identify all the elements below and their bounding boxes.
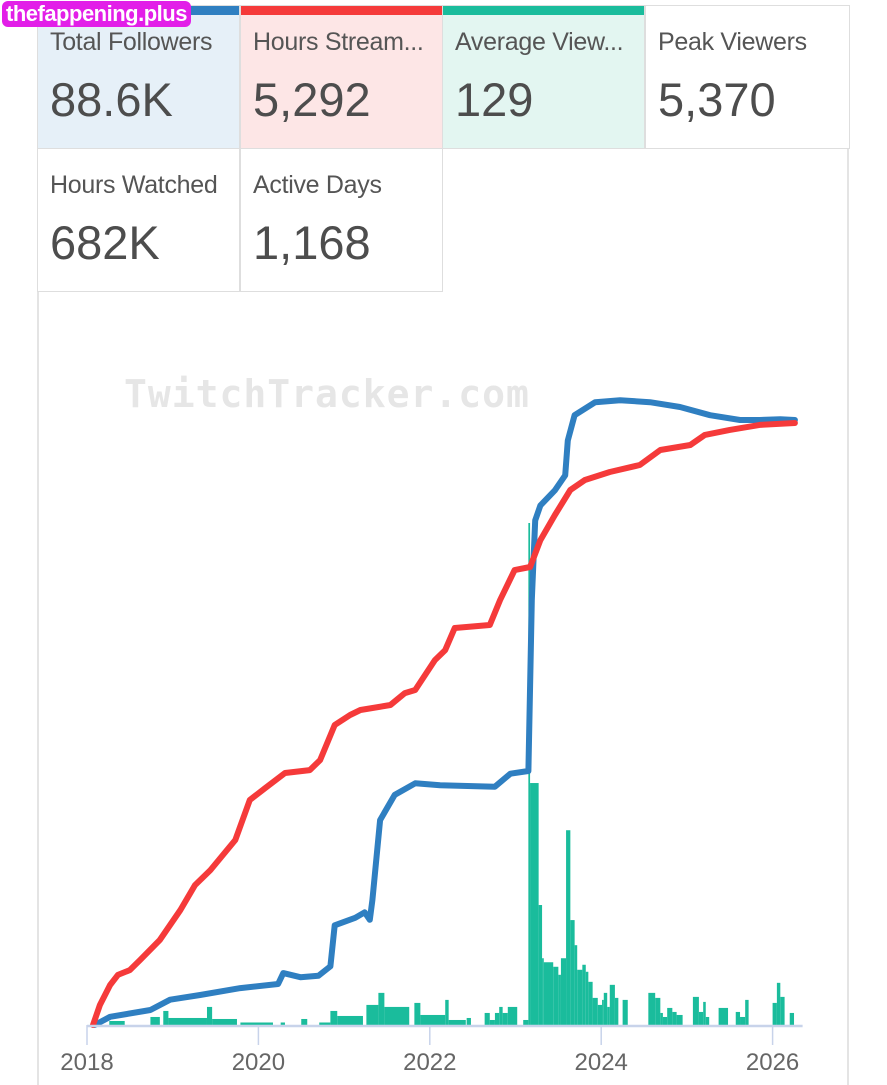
viewer-bar	[592, 997, 598, 1025]
viewer-bar	[502, 1012, 508, 1025]
viewer-bar	[553, 966, 559, 1025]
viewer-bar	[603, 992, 608, 1025]
viewer-bar	[614, 997, 619, 1025]
viewer-bar	[420, 1014, 446, 1025]
viewer-bar	[337, 1015, 363, 1025]
viewer-bar	[582, 964, 586, 1025]
viewer-bar	[566, 830, 571, 1025]
stat-label: Average View...	[455, 28, 624, 56]
viewer-bar	[538, 905, 543, 1025]
x-tick-label: 2020	[232, 1049, 285, 1076]
viewer-bar	[574, 945, 578, 1025]
stat-value: 5,292	[253, 73, 371, 126]
viewer-bar	[585, 971, 589, 1025]
viewer-bar	[672, 1011, 677, 1025]
stat-card-hours-watched[interactable]: Hours Watched 682K	[37, 148, 240, 292]
stat-card-hours-stream[interactable]: Hours Stream... 5,292	[240, 5, 443, 149]
card-accent-bar	[241, 6, 442, 15]
viewer-bar	[499, 1006, 503, 1025]
x-tick-label: 2026	[746, 1049, 799, 1076]
hours-line	[90, 420, 798, 1028]
viewer-bar	[330, 1010, 338, 1025]
viewer-bar	[530, 783, 539, 1025]
viewer-bar	[772, 1002, 777, 1025]
viewer-bar	[542, 958, 544, 1025]
viewer-bar	[588, 981, 593, 1025]
viewer-bar	[745, 999, 749, 1025]
viewer-bar	[150, 1016, 160, 1025]
viewer-bar	[602, 999, 604, 1025]
stat-value: 682K	[50, 216, 160, 269]
viewer-bar	[489, 1019, 495, 1025]
viewer-bar	[109, 1020, 125, 1025]
viewer-bar	[780, 996, 785, 1025]
viewer-bar	[648, 992, 656, 1025]
viewer-bar	[212, 1018, 237, 1025]
viewer-bar	[445, 999, 449, 1025]
viewer-bar	[577, 969, 583, 1025]
viewer-bar	[319, 1022, 331, 1025]
viewer-bar	[523, 1019, 529, 1025]
viewer-bar	[414, 1002, 421, 1025]
viewer-bar	[740, 1016, 746, 1025]
viewer-bar	[543, 962, 554, 1025]
viewer-bar	[789, 1012, 795, 1025]
viewer-bar	[366, 1004, 379, 1025]
viewer-bar	[484, 1012, 490, 1025]
stat-label: Active Days	[253, 171, 382, 199]
chart-watermark: TwitchTracker.com	[124, 372, 530, 416]
stat-label: Peak Viewers	[658, 28, 807, 56]
viewer-bar	[168, 1017, 207, 1025]
viewer-bar	[660, 1012, 663, 1025]
viewer-bar	[622, 999, 628, 1025]
viewer-bar	[466, 1017, 471, 1025]
viewer-bar	[163, 1010, 169, 1025]
viewer-bar	[676, 1014, 683, 1025]
viewer-bar	[507, 1006, 518, 1025]
viewer-bar	[560, 958, 567, 1025]
viewer-bar	[301, 1018, 308, 1025]
stat-label: Hours Watched	[50, 171, 218, 199]
viewer-bar	[597, 1004, 603, 1025]
viewer-bar	[662, 1016, 668, 1025]
viewer-bar	[655, 997, 661, 1025]
viewer-bar	[384, 1006, 410, 1025]
viewer-bar	[448, 1019, 466, 1025]
viewer-bar	[240, 1022, 273, 1025]
viewer-bar	[609, 984, 615, 1025]
stat-value: 129	[455, 73, 534, 126]
viewer-bar	[378, 992, 385, 1025]
stat-value: 88.6K	[50, 73, 173, 126]
viewer-bar	[558, 974, 561, 1025]
stat-label: Hours Stream...	[253, 28, 424, 56]
stat-card-peak-viewers[interactable]: Peak Viewers 5,370	[645, 5, 850, 149]
x-tick-label: 2022	[403, 1049, 456, 1076]
stats-panel	[37, 5, 849, 1085]
viewer-bar	[718, 1007, 729, 1025]
viewer-bar	[735, 1011, 741, 1025]
followers-line	[91, 397, 798, 1028]
viewer-bar	[776, 982, 781, 1025]
viewer-bar	[280, 1022, 285, 1025]
viewer-bar	[703, 1001, 706, 1025]
viewer-bar	[607, 1006, 610, 1025]
x-tick-label: 2018	[60, 1049, 113, 1076]
stat-value: 5,370	[658, 73, 776, 126]
watermark-logo: thefappening.plus	[2, 1, 191, 27]
stat-card-average-view[interactable]: Average View... 129	[442, 5, 645, 149]
viewer-bar	[667, 1007, 673, 1025]
viewer-bar	[705, 1016, 710, 1025]
viewer-bar	[692, 996, 699, 1025]
viewer-bar	[206, 1006, 213, 1025]
stat-label: Total Followers	[50, 28, 213, 56]
viewer-bar	[528, 523, 531, 1025]
viewer-bar	[570, 920, 575, 1025]
x-tick-label: 2024	[575, 1049, 628, 1076]
viewer-bar	[698, 1011, 704, 1025]
stat-value: 1,168	[253, 216, 371, 269]
viewer-bar	[494, 1012, 500, 1025]
card-accent-bar	[443, 6, 644, 15]
stat-card-active-days[interactable]: Active Days 1,168	[240, 148, 443, 292]
